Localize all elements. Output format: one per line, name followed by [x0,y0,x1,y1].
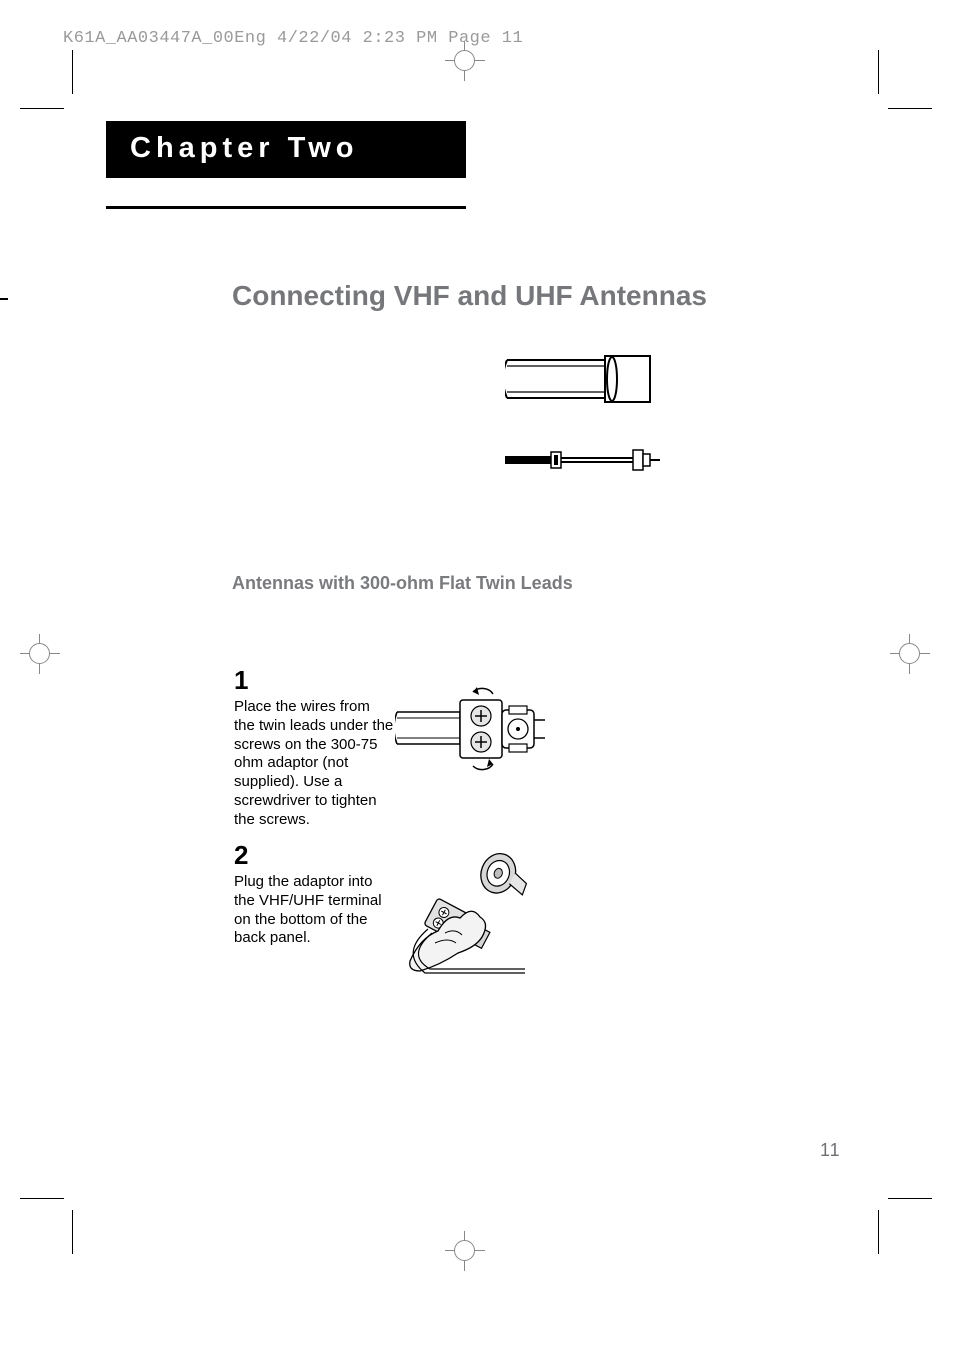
crop-mark-tr-v [878,50,879,94]
step-2: 2 Plug the adaptor into the VHF/UHF term… [234,840,394,948]
hand-plug-icon [400,843,570,978]
reg-mark-right [899,643,920,664]
reg-mark-left [29,643,50,664]
crop-mark-bl-h [20,1198,64,1199]
crop-mark-bl-v [72,1210,73,1254]
coax-cable-icon [505,350,655,410]
step-2-text: Plug the adaptor into the VHF/UHF termin… [234,873,394,948]
print-header: K61A_AA03447A_00Eng 4/22/04 2:23 PM Page… [63,29,523,48]
chapter-underline [106,121,466,209]
section-title: Connecting VHF and UHF Antennas [232,280,707,312]
crop-mark-br-v [878,1210,879,1254]
crop-mark-tl-h [20,108,64,109]
crop-mark-tr-h [888,108,932,109]
plug-icon [505,445,665,475]
subsection-title: Antennas with 300-ohm Flat Twin Leads [232,573,573,594]
page-number: 11 [820,1140,841,1161]
adaptor-icon [395,680,555,780]
step-1-text: Place the wires from the twin leads unde… [234,698,394,829]
step-2-number: 2 [234,840,394,871]
reg-mark-bottom [454,1240,475,1261]
crop-mark-br-h [888,1198,932,1199]
step-1-number: 1 [234,665,394,696]
crop-mark-tl-v [72,50,73,94]
tick-left [0,298,8,300]
reg-mark-top [454,50,475,71]
step-1: 1 Place the wires from the twin leads un… [234,665,394,829]
